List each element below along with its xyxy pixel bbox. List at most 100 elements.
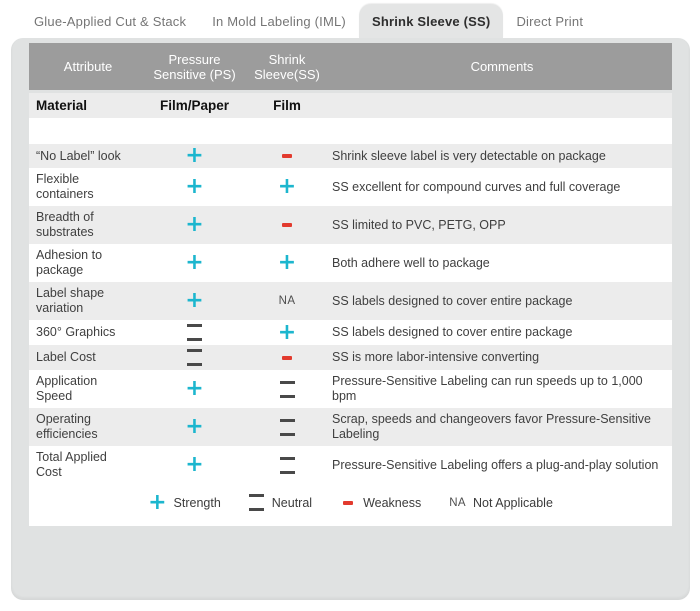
strength-plus-icon [185, 179, 203, 195]
table-body-panel: Material Film/Paper Film “No Label” look… [29, 93, 672, 526]
neutral-equals-icon [187, 349, 203, 366]
table-row: Flexible containers SS excellent for comp… [29, 168, 672, 206]
legend-weakness: Weakness [340, 496, 421, 510]
neutral-equals-icon [249, 494, 265, 511]
ps-rating-cell [147, 349, 242, 366]
comment-cell: SS excellent for compound curves and ful… [332, 179, 621, 194]
table-row: Breadth of substrates SS limited to PVC, … [29, 206, 672, 244]
ss-rating-cell [242, 356, 332, 360]
table-row: Application Speed Pressure-Sensitive Labe… [29, 370, 672, 408]
table-row: “No Label” look Shrink sleeve label is ve… [29, 144, 672, 168]
attribute-cell: 360° Graphics [36, 325, 116, 339]
table-row: Label Cost SS is more labor-intensive con… [29, 345, 672, 370]
not-applicable-label: NA [449, 496, 466, 509]
weakness-minus-icon [279, 154, 295, 158]
material-row: Material Film/Paper Film [29, 93, 672, 118]
weakness-minus-icon [279, 356, 295, 360]
ss-rating-cell [242, 381, 332, 398]
strength-plus-icon [185, 293, 203, 309]
strength-plus-icon [278, 179, 296, 195]
attribute-cell: Application Speed [36, 374, 98, 403]
neutral-equals-icon [279, 419, 295, 436]
weakness-minus-icon [279, 223, 295, 227]
legend-neutral-label: Neutral [271, 495, 313, 510]
strength-plus-icon [185, 255, 203, 271]
header-comments: Comments [470, 59, 534, 74]
header-pressure-sensitive: Pressure Sensitive (PS) [153, 51, 236, 82]
material-label: Material [36, 98, 88, 113]
table-row: 360° Graphics SS labels designed to cover… [29, 320, 672, 345]
ss-rating-cell [242, 179, 332, 195]
attribute-cell: Total Applied Cost [36, 450, 107, 479]
comparison-panel: Attribute Pressure Sensitive (PS) Shrink… [11, 38, 690, 600]
strength-plus-icon [278, 255, 296, 271]
ss-rating-cell: NA [242, 294, 332, 309]
attribute-cell: Label Cost [36, 350, 96, 364]
legend-weakness-label: Weakness [363, 495, 422, 510]
ss-rating-cell [242, 419, 332, 436]
attribute-cell: Operating efficiencies [36, 412, 98, 441]
tab-in-mold-labeling[interactable]: In Mold Labeling (IML) [212, 14, 346, 29]
strength-plus-icon [148, 495, 166, 511]
neutral-equals-icon [187, 324, 203, 341]
header-attribute: Attribute [63, 59, 113, 74]
ps-rating-cell [147, 419, 242, 435]
legend-strength-label: Strength [173, 495, 221, 510]
table-row: Operating efficiencies Scrap, speeds and … [29, 408, 672, 446]
ps-rating-cell [147, 217, 242, 233]
strength-plus-icon [185, 217, 203, 233]
ps-rating-cell [147, 148, 242, 164]
comment-cell: SS labels designed to cover entire packa… [332, 325, 573, 339]
attribute-cell: Flexible containers [36, 172, 94, 201]
comment-cell: SS labels designed to cover entire packa… [332, 293, 573, 308]
tab-glue-applied-cut-stack[interactable]: Glue-Applied Cut & Stack [34, 14, 187, 29]
spacer [29, 118, 672, 144]
ps-rating-cell [147, 457, 242, 473]
legend-strength: Strength [148, 495, 221, 511]
strength-plus-icon [185, 457, 203, 473]
ss-rating-cell [242, 457, 332, 474]
ss-rating-cell [242, 154, 332, 158]
header-shrink-sleeve: Shrink Sleeve(SS) [254, 51, 320, 82]
ps-rating-cell [147, 381, 242, 397]
table-row: Label shape variation NA SS labels designe… [29, 282, 672, 320]
strength-plus-icon [185, 419, 203, 435]
comment-cell: Scrap, speeds and changeovers favor Pres… [332, 412, 651, 441]
comment-cell: SS is more labor-intensive converting [332, 350, 540, 364]
strength-plus-icon [278, 325, 296, 341]
tab-direct-print[interactable]: Direct Print [516, 14, 584, 29]
ss-rating-cell [242, 325, 332, 341]
table-row: Adhesion to package Both adhere well to p… [29, 244, 672, 282]
legend-neutral: Neutral [249, 494, 312, 511]
attribute-cell: Label shape variation [36, 286, 105, 315]
neutral-equals-icon [279, 457, 295, 474]
material-ss-value: Film [273, 98, 301, 113]
tab-bar: Glue-Applied Cut & Stack In Mold Labelin… [0, 0, 700, 38]
not-applicable-label: NA [278, 294, 296, 307]
attribute-cell: Breadth of substrates [36, 210, 94, 239]
comment-cell: Both adhere well to package [332, 255, 490, 270]
tab-shrink-sleeve[interactable]: Shrink Sleeve (SS) [358, 4, 504, 38]
ps-rating-cell [147, 293, 242, 309]
ss-rating-cell [242, 223, 332, 227]
legend-not-applicable: NA Not Applicable [449, 496, 553, 510]
ss-rating-cell [242, 255, 332, 271]
material-ps-value: Film/Paper [159, 98, 230, 113]
table-row: Total Applied Cost Pressure-Sensitive Lab… [29, 446, 672, 484]
comment-cell: SS limited to PVC, PETG, OPP [332, 217, 506, 232]
legend-not-applicable-label: Not Applicable [473, 495, 553, 510]
ps-rating-cell [147, 179, 242, 195]
legend: Strength Neutral Weakness NA Not Applica… [29, 484, 672, 520]
strength-plus-icon [185, 148, 203, 164]
attribute-cell: Adhesion to package [36, 248, 103, 277]
table-header-row: Attribute Pressure Sensitive (PS) Shrink… [29, 43, 672, 90]
comment-cell: Pressure-Sensitive Labeling offers a plu… [332, 457, 659, 472]
neutral-equals-icon [279, 381, 295, 398]
comment-cell: Pressure-Sensitive Labeling can run spee… [332, 374, 643, 403]
weakness-minus-icon [340, 501, 356, 505]
comparison-rows: “No Label” look Shrink sleeve label is ve… [29, 144, 672, 484]
ps-rating-cell [147, 324, 242, 341]
attribute-cell: “No Label” look [36, 148, 121, 163]
comment-cell: Shrink sleeve label is very detectable o… [332, 148, 606, 163]
strength-plus-icon [185, 381, 203, 397]
